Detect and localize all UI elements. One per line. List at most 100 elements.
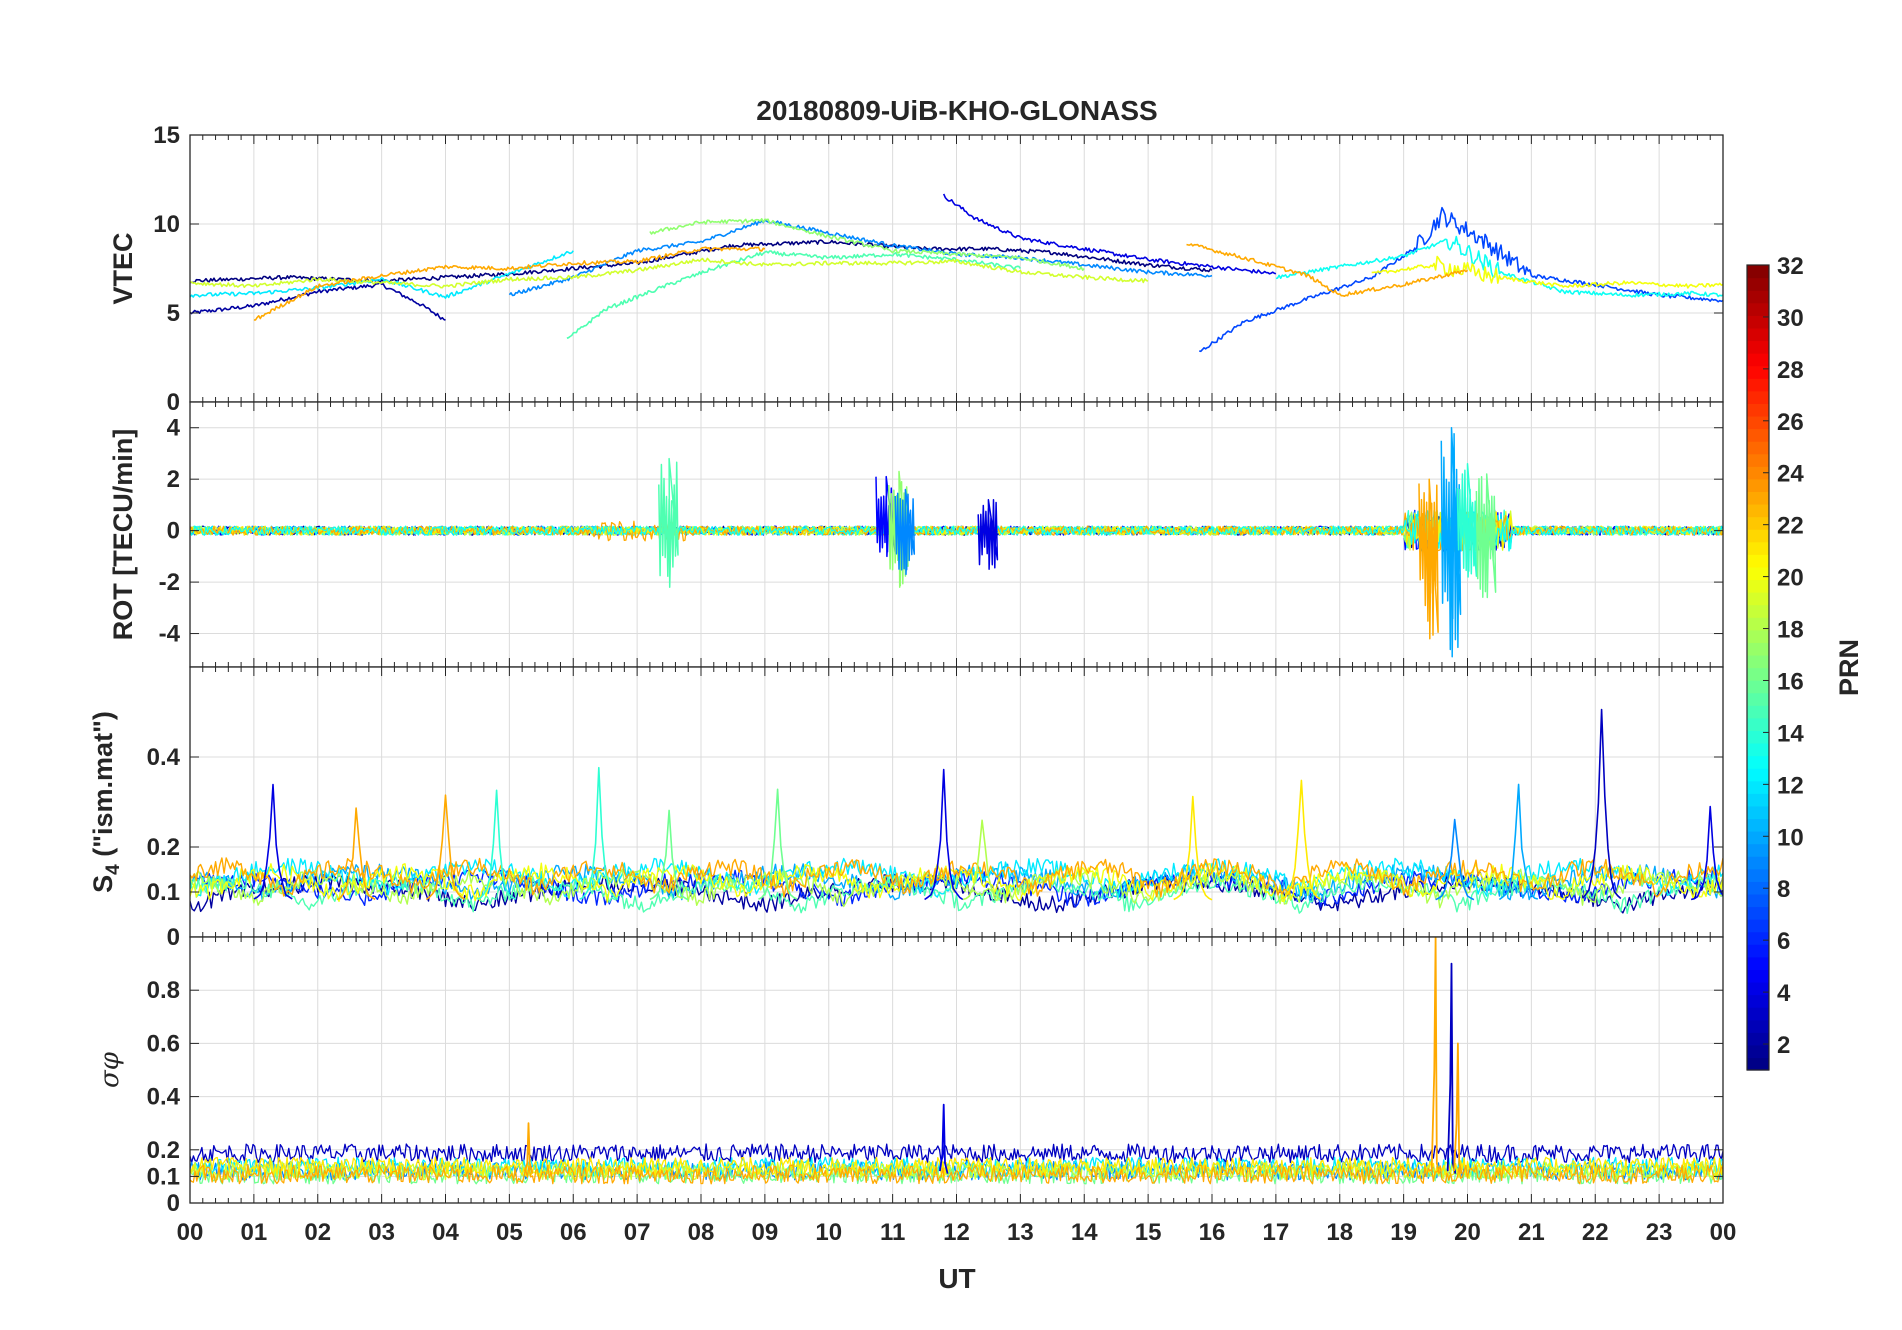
y-tick-label: 15 [153,122,180,149]
y-tick-label: 0 [167,389,180,416]
sigma-phi-peak-prn-4 [939,1103,949,1174]
vtec-series-prn-23 [253,246,766,321]
colorbar-tick-label: 22 [1777,513,1804,540]
x-tick-label: 12 [943,1219,970,1246]
x-tick-label: 00 [1710,1219,1737,1246]
rot-burst-prn-23 [1418,478,1439,640]
x-tick-label: 11 [880,1219,905,1246]
colorbar-segment [1747,315,1769,329]
colorbar-segment [1747,893,1769,908]
colorbar-segment [1747,579,1769,593]
colorbar-tick-label: 4 [1777,980,1791,1007]
colorbar-segment [1747,843,1769,857]
colorbar-segment [1747,327,1769,342]
colorbar-segment [1747,692,1769,706]
colorbar-frame [1746,264,1770,1071]
colorbar-segment [1747,856,1769,870]
y-tick-label: 0 [167,924,180,951]
sigma-phi-peak-prn-23 [1430,937,1441,1174]
s4-peak-prn-21 [1281,779,1321,900]
s4-peak-prn-14 [477,789,517,901]
colorbar-segment [1747,1032,1769,1046]
s4-peak-prn-10 [1498,783,1539,901]
colorbar-segment [1747,680,1769,694]
colorbar-tick-label: 12 [1777,772,1804,799]
y-tick-label: 0.4 [147,1084,181,1111]
vtec-series-prn-23 [1186,243,1469,298]
colorbar-segment [1747,831,1769,845]
y-axis-label: VTEC [108,232,138,304]
data-layer [190,937,1723,1185]
x-tick-labels: 00 01 02 03 04 05 06 07 08 09 10 11 12 13 14 15 16 17 18 19… [177,1219,1737,1246]
sigma-phi-series-prn-3 [190,1143,1723,1164]
colorbar-segment [1747,629,1769,643]
panel-vtec: 0 5 10 15 VTEC [108,122,1724,416]
y-tick-label: 0.2 [147,834,180,861]
colorbar-segment [1747,290,1769,304]
y-tick-label: 2 [167,466,180,493]
colorbar-segment [1747,956,1769,970]
colorbar-segment [1747,302,1769,316]
x-tick-label: 07 [624,1219,651,1246]
panel-rot: -4 -2 0 2 4 ROT [TECU/min] [108,401,1724,668]
colorbar-segment [1747,340,1769,354]
y-tick-label: 0.6 [147,1030,180,1057]
colorbar-tick-label: 16 [1777,668,1804,695]
colorbar-segment [1747,428,1769,442]
colorbar-tick-label: 8 [1777,876,1790,903]
colorbar-segment [1747,403,1769,417]
colorbar-segment [1747,944,1769,958]
s4-series-prn-18 [190,868,1723,909]
colorbar-segment [1747,868,1769,882]
x-tick-label: 04 [432,1219,459,1246]
colorbar-segment [1747,441,1769,455]
colorbar-segment [1747,604,1769,618]
x-axis-label: UT [938,1263,975,1294]
s4-peak-prn-9 [1435,818,1475,901]
s4-peak-prn-4 [253,783,293,900]
x-tick-label: 03 [368,1219,395,1246]
x-tick-label: 13 [1007,1219,1034,1246]
sigma-phi-series-prn-21 [190,1156,1723,1177]
colorbar-tick-label: 2 [1777,1032,1790,1059]
x-tick-label: 19 [1390,1219,1417,1246]
colorbar-segment [1747,730,1769,744]
colorbar-tick-label: 18 [1777,617,1804,644]
x-tick-label: 15 [1135,1219,1162,1246]
x-tick-label: 18 [1326,1219,1353,1246]
data-layer [190,708,1723,914]
y-tick-label: 0.1 [147,1163,180,1190]
x-tick-label: 22 [1582,1219,1609,1246]
rot-burst-prn-4 [977,499,999,570]
sigma-phi-peak-prn-23 [523,1122,534,1174]
colorbar-segment [1747,466,1769,480]
panel-sigma_phi: 00.10.2 0.4 0.6 0.8 σφ [95,936,1724,1217]
colorbar-segment [1747,642,1769,656]
y-tick-label: -4 [159,621,181,648]
s4-series-prn-20 [190,862,1723,903]
colorbar-segment [1747,592,1769,606]
x-tick-label: 00 [177,1219,204,1246]
rot-burst-prn-9 [894,488,916,576]
colorbar-segment [1747,390,1769,404]
vtec-series-prn-4 [942,193,1277,275]
colorbar-tick-label: 24 [1777,461,1804,488]
rot-burst-prn-14 [1456,462,1478,578]
panel-s4: 0 0.1 0.2 0.4 S4 ("ism.mat") [88,666,1724,951]
vtec-series-prn-20 [1371,255,1723,289]
x-tick-label: 10 [815,1219,842,1246]
chart-title: 20180809-UiB-KHO-GLONASS [756,95,1157,126]
y-tick-label: 0.4 [147,744,181,771]
x-tick-label: 17 [1263,1219,1290,1246]
colorbar-tick-label: 20 [1777,565,1804,592]
colorbar-segment [1747,415,1769,430]
y-axis-label: ROT [TECU/min] [108,429,138,640]
sigma-phi-series-prn-23 [190,1164,1723,1185]
s4-series-prn-10 [190,863,1723,904]
s4-peak-prn-16 [649,809,689,901]
colorbar-segment [1747,969,1769,983]
y-axis-label: S4 ("ism.mat") [88,711,124,893]
